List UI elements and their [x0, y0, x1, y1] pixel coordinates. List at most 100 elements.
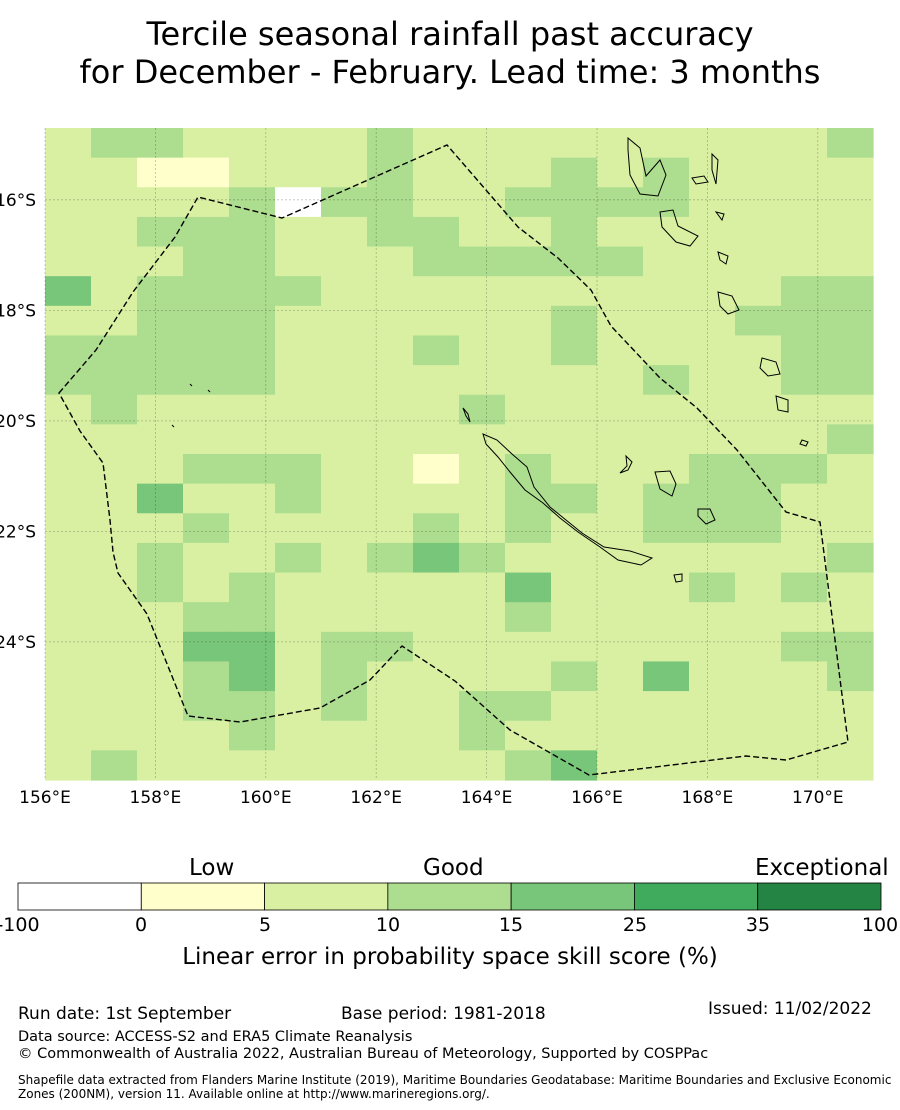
skill-cell — [91, 661, 138, 692]
skill-cell — [137, 691, 184, 722]
skill-cell — [505, 216, 552, 248]
skill-cell — [321, 483, 368, 514]
skill-cell — [781, 661, 828, 692]
colorbar-tick-label: 25 — [622, 914, 648, 936]
issued-date: Issued: 11/02/2022 — [708, 999, 872, 1019]
skill-cell — [321, 454, 368, 485]
skill-cell — [459, 246, 506, 277]
skill-cell — [459, 720, 506, 751]
skill-cell — [45, 276, 92, 307]
colorbar-tick-label: 15 — [498, 914, 524, 936]
skill-cell — [367, 720, 414, 751]
skill-cell — [45, 513, 92, 544]
latitude-label: 18°S — [0, 301, 36, 321]
latitude-label: 20°S — [0, 412, 36, 432]
skill-cell — [827, 187, 874, 218]
colorbar-segment — [17, 882, 142, 911]
skill-cell — [413, 365, 460, 396]
skill-cell — [321, 128, 368, 159]
skill-cell — [229, 157, 276, 188]
skill-cell — [45, 424, 92, 455]
skill-cell — [781, 572, 828, 603]
skill-cell — [735, 187, 782, 218]
skill-cell — [91, 631, 138, 663]
skill-cell — [735, 128, 782, 159]
skill-cell — [735, 365, 782, 396]
colorbar-caption: Linear error in probability space skill … — [182, 944, 718, 970]
skill-cell — [321, 157, 368, 188]
skill-cell — [45, 720, 92, 751]
skill-cell — [275, 602, 322, 633]
skill-cell — [689, 750, 736, 781]
skill-cell — [91, 513, 138, 544]
skill-cell — [781, 454, 828, 485]
skill-cell — [229, 246, 276, 277]
skill-cell — [367, 691, 414, 722]
skill-cell — [735, 513, 782, 544]
skill-cell — [183, 157, 230, 188]
longitude-label: 166°E — [571, 788, 623, 808]
legend-low-label: Low — [189, 855, 235, 881]
skill-cell — [827, 661, 874, 692]
skill-cell — [275, 750, 322, 781]
longitude-labels: 156°E 158°E 160°E 162°E 164°E 166°E 168°E 170°E — [19, 788, 844, 808]
skill-cell — [229, 691, 276, 722]
skill-cell — [505, 157, 552, 188]
skill-cell — [735, 246, 782, 277]
skill-cell — [91, 276, 138, 307]
skill-cell — [781, 365, 828, 396]
skill-cell — [781, 335, 828, 366]
skill-cell — [781, 424, 828, 455]
skill-cell — [689, 424, 736, 455]
chesterfield-islets — [171, 383, 211, 428]
skill-cell — [183, 128, 230, 159]
skill-cell — [229, 631, 276, 663]
skill-cell — [827, 216, 874, 248]
skill-cell — [183, 572, 230, 603]
latitude-label: 22°S — [0, 522, 36, 542]
skill-cell — [505, 335, 552, 366]
skill-cell — [229, 394, 276, 425]
skill-cell — [597, 335, 644, 366]
map-title-line-2: for December - February. Lead time: 3 mo… — [79, 53, 821, 91]
skill-cell — [321, 631, 368, 663]
colorbar-segment — [140, 882, 265, 911]
skill-cell — [321, 394, 368, 425]
skill-cell — [597, 691, 644, 722]
skill-cell — [551, 305, 598, 337]
skill-cell — [735, 631, 782, 663]
skill-cell — [91, 216, 138, 248]
skill-cell — [781, 216, 828, 248]
skill-cell — [781, 128, 828, 159]
skill-cell — [321, 246, 368, 277]
skill-cell — [229, 661, 276, 692]
skill-cell — [551, 335, 598, 366]
skill-cell — [551, 602, 598, 633]
skill-cell — [137, 305, 184, 337]
skill-cell — [827, 276, 874, 307]
skill-cell — [505, 365, 552, 396]
skill-cell — [321, 720, 368, 751]
skill-cell — [229, 720, 276, 751]
skill-cell — [597, 483, 644, 514]
skill-cell — [229, 424, 276, 455]
skill-cell — [413, 394, 460, 425]
skill-cell — [45, 750, 92, 781]
skill-cell — [597, 394, 644, 425]
skill-cell — [597, 276, 644, 307]
skill-cell — [321, 424, 368, 455]
skill-cell — [183, 424, 230, 455]
colorbar-segment — [757, 882, 882, 911]
skill-cell — [413, 454, 460, 485]
skill-cell — [597, 661, 644, 692]
skill-cell — [413, 305, 460, 337]
skill-cell — [551, 216, 598, 248]
colorbar-tick-label: 5 — [258, 914, 272, 936]
skill-cell — [137, 276, 184, 307]
skill-cell — [735, 157, 782, 188]
skill-cell — [367, 128, 414, 159]
skill-cell — [137, 454, 184, 485]
skill-cell — [45, 305, 92, 337]
skill-cell — [275, 720, 322, 751]
